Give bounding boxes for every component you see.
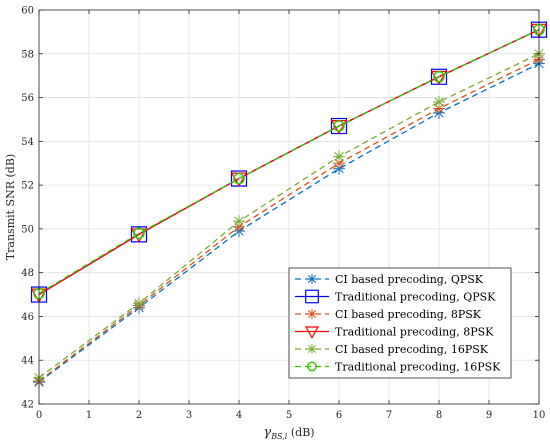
legend-label: Traditional precoding, 8PSK (335, 326, 494, 339)
series-line (38, 58, 540, 382)
x-tick-label: 8 (436, 410, 442, 421)
legend-entry: CI based precoding, 16PSK (295, 343, 489, 356)
y-tick-label: 56 (21, 93, 34, 104)
y-tick-label: 50 (21, 224, 34, 235)
x-tick-label: 6 (336, 410, 342, 421)
series-line (38, 53, 540, 379)
data-point (133, 227, 145, 240)
y-tick-label: 58 (21, 49, 34, 60)
legend-marker (307, 344, 317, 354)
legend-label: Traditional precoding, 16PSK (335, 361, 501, 374)
legend-label: CI based precoding, QPSK (335, 273, 484, 286)
x-tick-label: 9 (486, 410, 492, 421)
x-tick-label: 7 (386, 410, 392, 421)
data-point (433, 102, 445, 115)
x-axis-label-subscript: BS,i (270, 432, 288, 441)
y-tick-label: 48 (21, 268, 34, 279)
y-tick-label: 46 (21, 312, 34, 323)
y-tick-label: 54 (21, 137, 34, 148)
x-tick-label: 10 (533, 410, 546, 421)
data-point (233, 172, 245, 185)
series-line (38, 63, 540, 383)
legend-label: CI based precoding, 16PSK (335, 343, 489, 356)
x-axis-label: γBS,i (dB) (263, 425, 314, 441)
y-axis-label: Transmit SNR (dB) (4, 154, 17, 260)
data-point (433, 95, 445, 108)
x-tick-label: 2 (136, 410, 142, 421)
x-tick-label: 4 (236, 410, 242, 421)
legend-marker (307, 309, 317, 319)
legend-marker (305, 289, 319, 304)
data-point (233, 215, 245, 228)
series-line (38, 29, 540, 295)
legend-entry: Traditional precoding, 8PSK (295, 326, 494, 339)
y-tick-label: 42 (21, 400, 34, 411)
data-point (433, 70, 445, 83)
y-tick-label: 60 (21, 6, 34, 17)
legend-box (288, 267, 512, 379)
x-axis-label-unit: (dB) (287, 426, 314, 439)
y-tick-label: 52 (21, 181, 34, 192)
legend-label: Traditional precoding, QPSK (335, 291, 496, 304)
legend-marker (307, 361, 317, 372)
legend-entry: CI based precoding, 8PSK (295, 308, 482, 321)
y-tick-label: 44 (21, 356, 34, 367)
x-tick-label: 1 (86, 410, 92, 421)
x-tick-label: 5 (286, 410, 292, 421)
legend-label: CI based precoding, 8PSK (335, 308, 482, 321)
data-point (333, 150, 345, 163)
x-tick-label: 3 (186, 410, 192, 421)
legend-marker (304, 326, 320, 339)
x-tick-label: 0 (36, 410, 42, 421)
x-axis-label-symbol: γ (263, 425, 271, 440)
legend: CI based precoding, QPSK Traditional prec… (288, 267, 512, 379)
series-layer (30, 21, 548, 389)
data-point (133, 297, 145, 310)
data-point (333, 120, 345, 132)
legend-entry: Traditional precoding, 16PSK (295, 361, 501, 374)
legend-entry: CI based precoding, QPSK (295, 273, 484, 286)
legend-entry: Traditional precoding, QPSK (295, 289, 496, 304)
legend-marker (307, 274, 317, 284)
